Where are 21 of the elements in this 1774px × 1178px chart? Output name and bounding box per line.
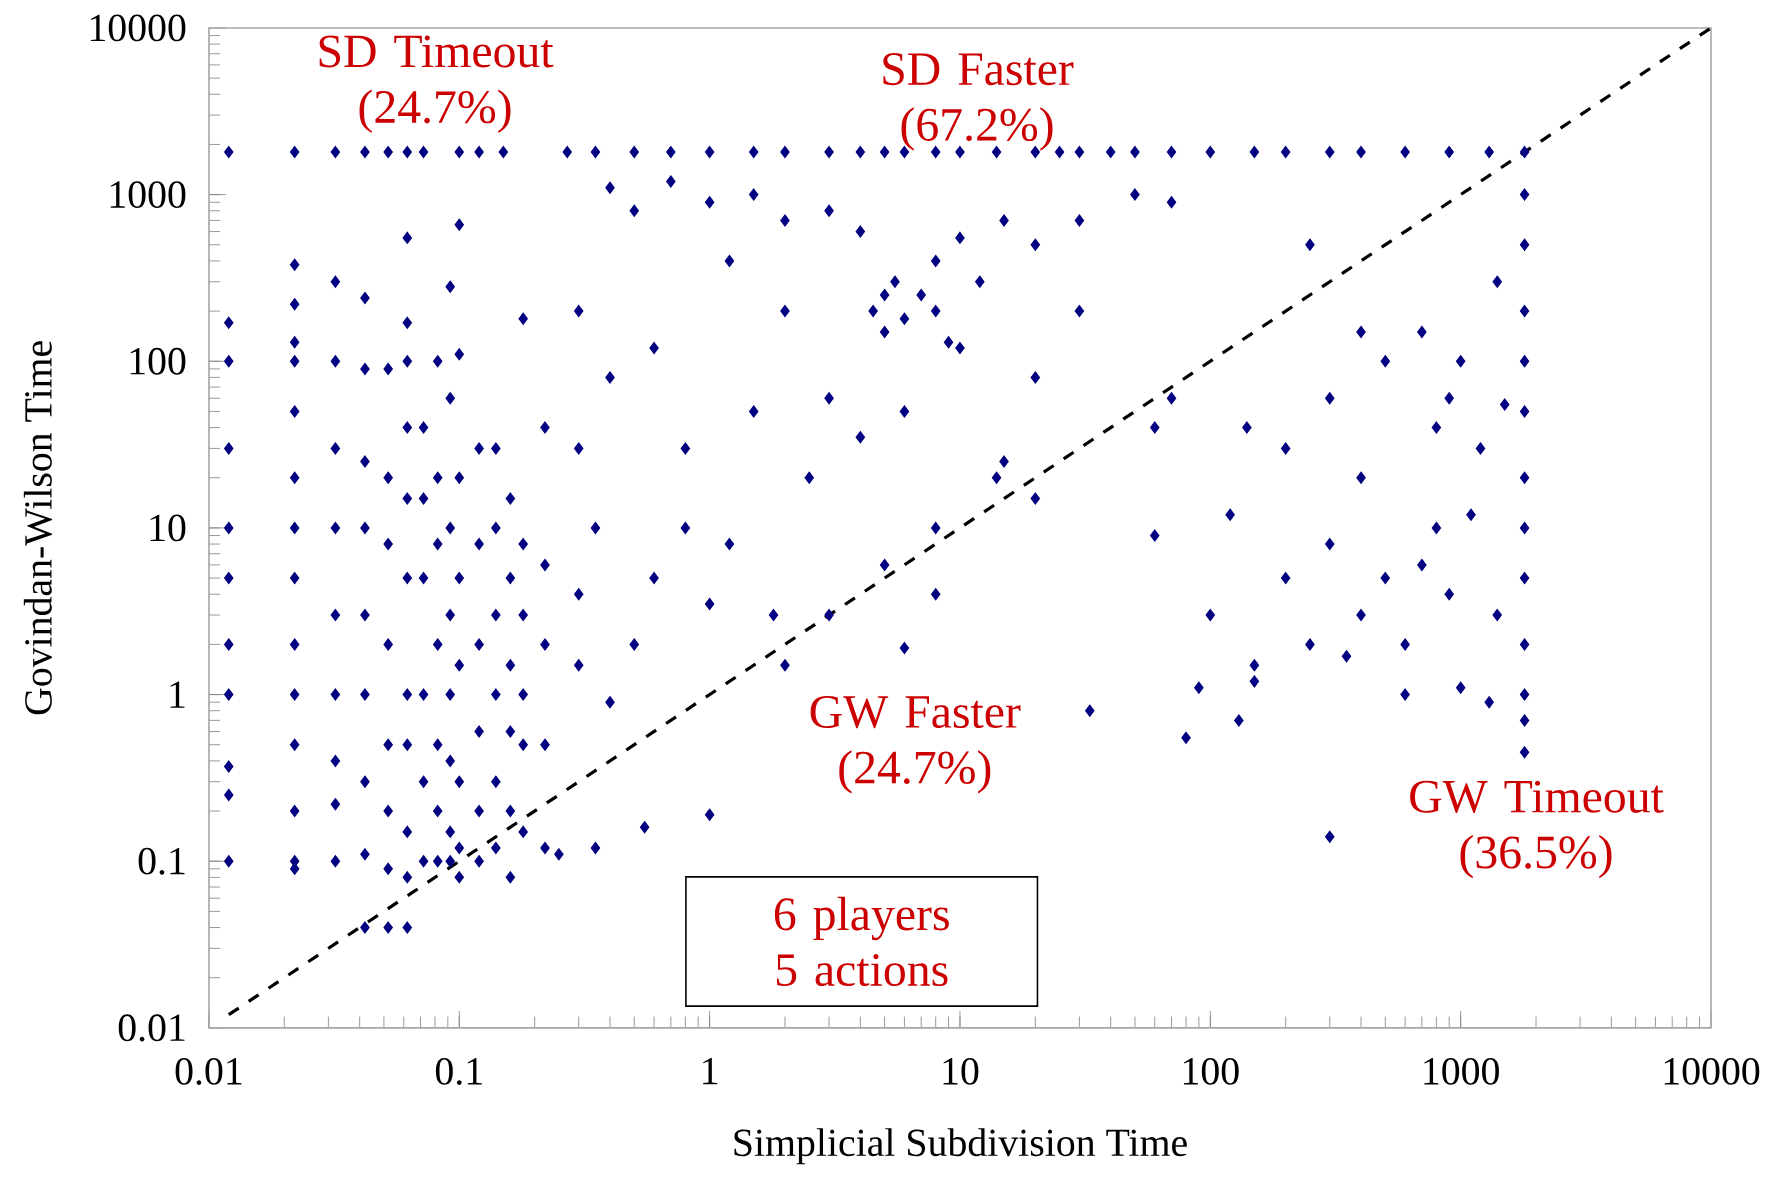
- x-tick-label: 10: [943, 1058, 979, 1085]
- y-tick-label: 0.01: [118, 1014, 185, 1042]
- x-tick-label: 0.1: [435, 1058, 482, 1086]
- x-tick-label: 100: [1183, 1058, 1239, 1085]
- annotation: GW Timeout (36.5%): [1410, 780, 1664, 879]
- annotation: SD Faster (67.2%): [883, 53, 1074, 151]
- x-tick-label: 10000: [1664, 1058, 1760, 1085]
- x-tick-label: 0.01: [175, 1058, 242, 1086]
- y-tick-label: 100: [130, 348, 186, 375]
- annotation: 6 players 5 actions: [774, 897, 949, 987]
- y-tick-label: 0.1: [138, 847, 185, 875]
- y-axis-title: Govindan-Wilson Time: [23, 341, 53, 715]
- y-tick-label: 10000: [90, 14, 186, 42]
- annotation: GW Faster (24.7%): [810, 696, 1021, 794]
- x-tick-label: 1: [703, 1058, 718, 1085]
- y-tick-label: 1000: [110, 181, 186, 209]
- y-tick-label: 1: [170, 681, 185, 708]
- x-tick-label: 1000: [1424, 1058, 1499, 1085]
- annotation: SD Timeout (24.7%): [319, 35, 554, 134]
- y-tick-label: 10: [150, 514, 186, 542]
- x-axis-title: Simplicial Subdivision Time: [734, 1128, 1187, 1165]
